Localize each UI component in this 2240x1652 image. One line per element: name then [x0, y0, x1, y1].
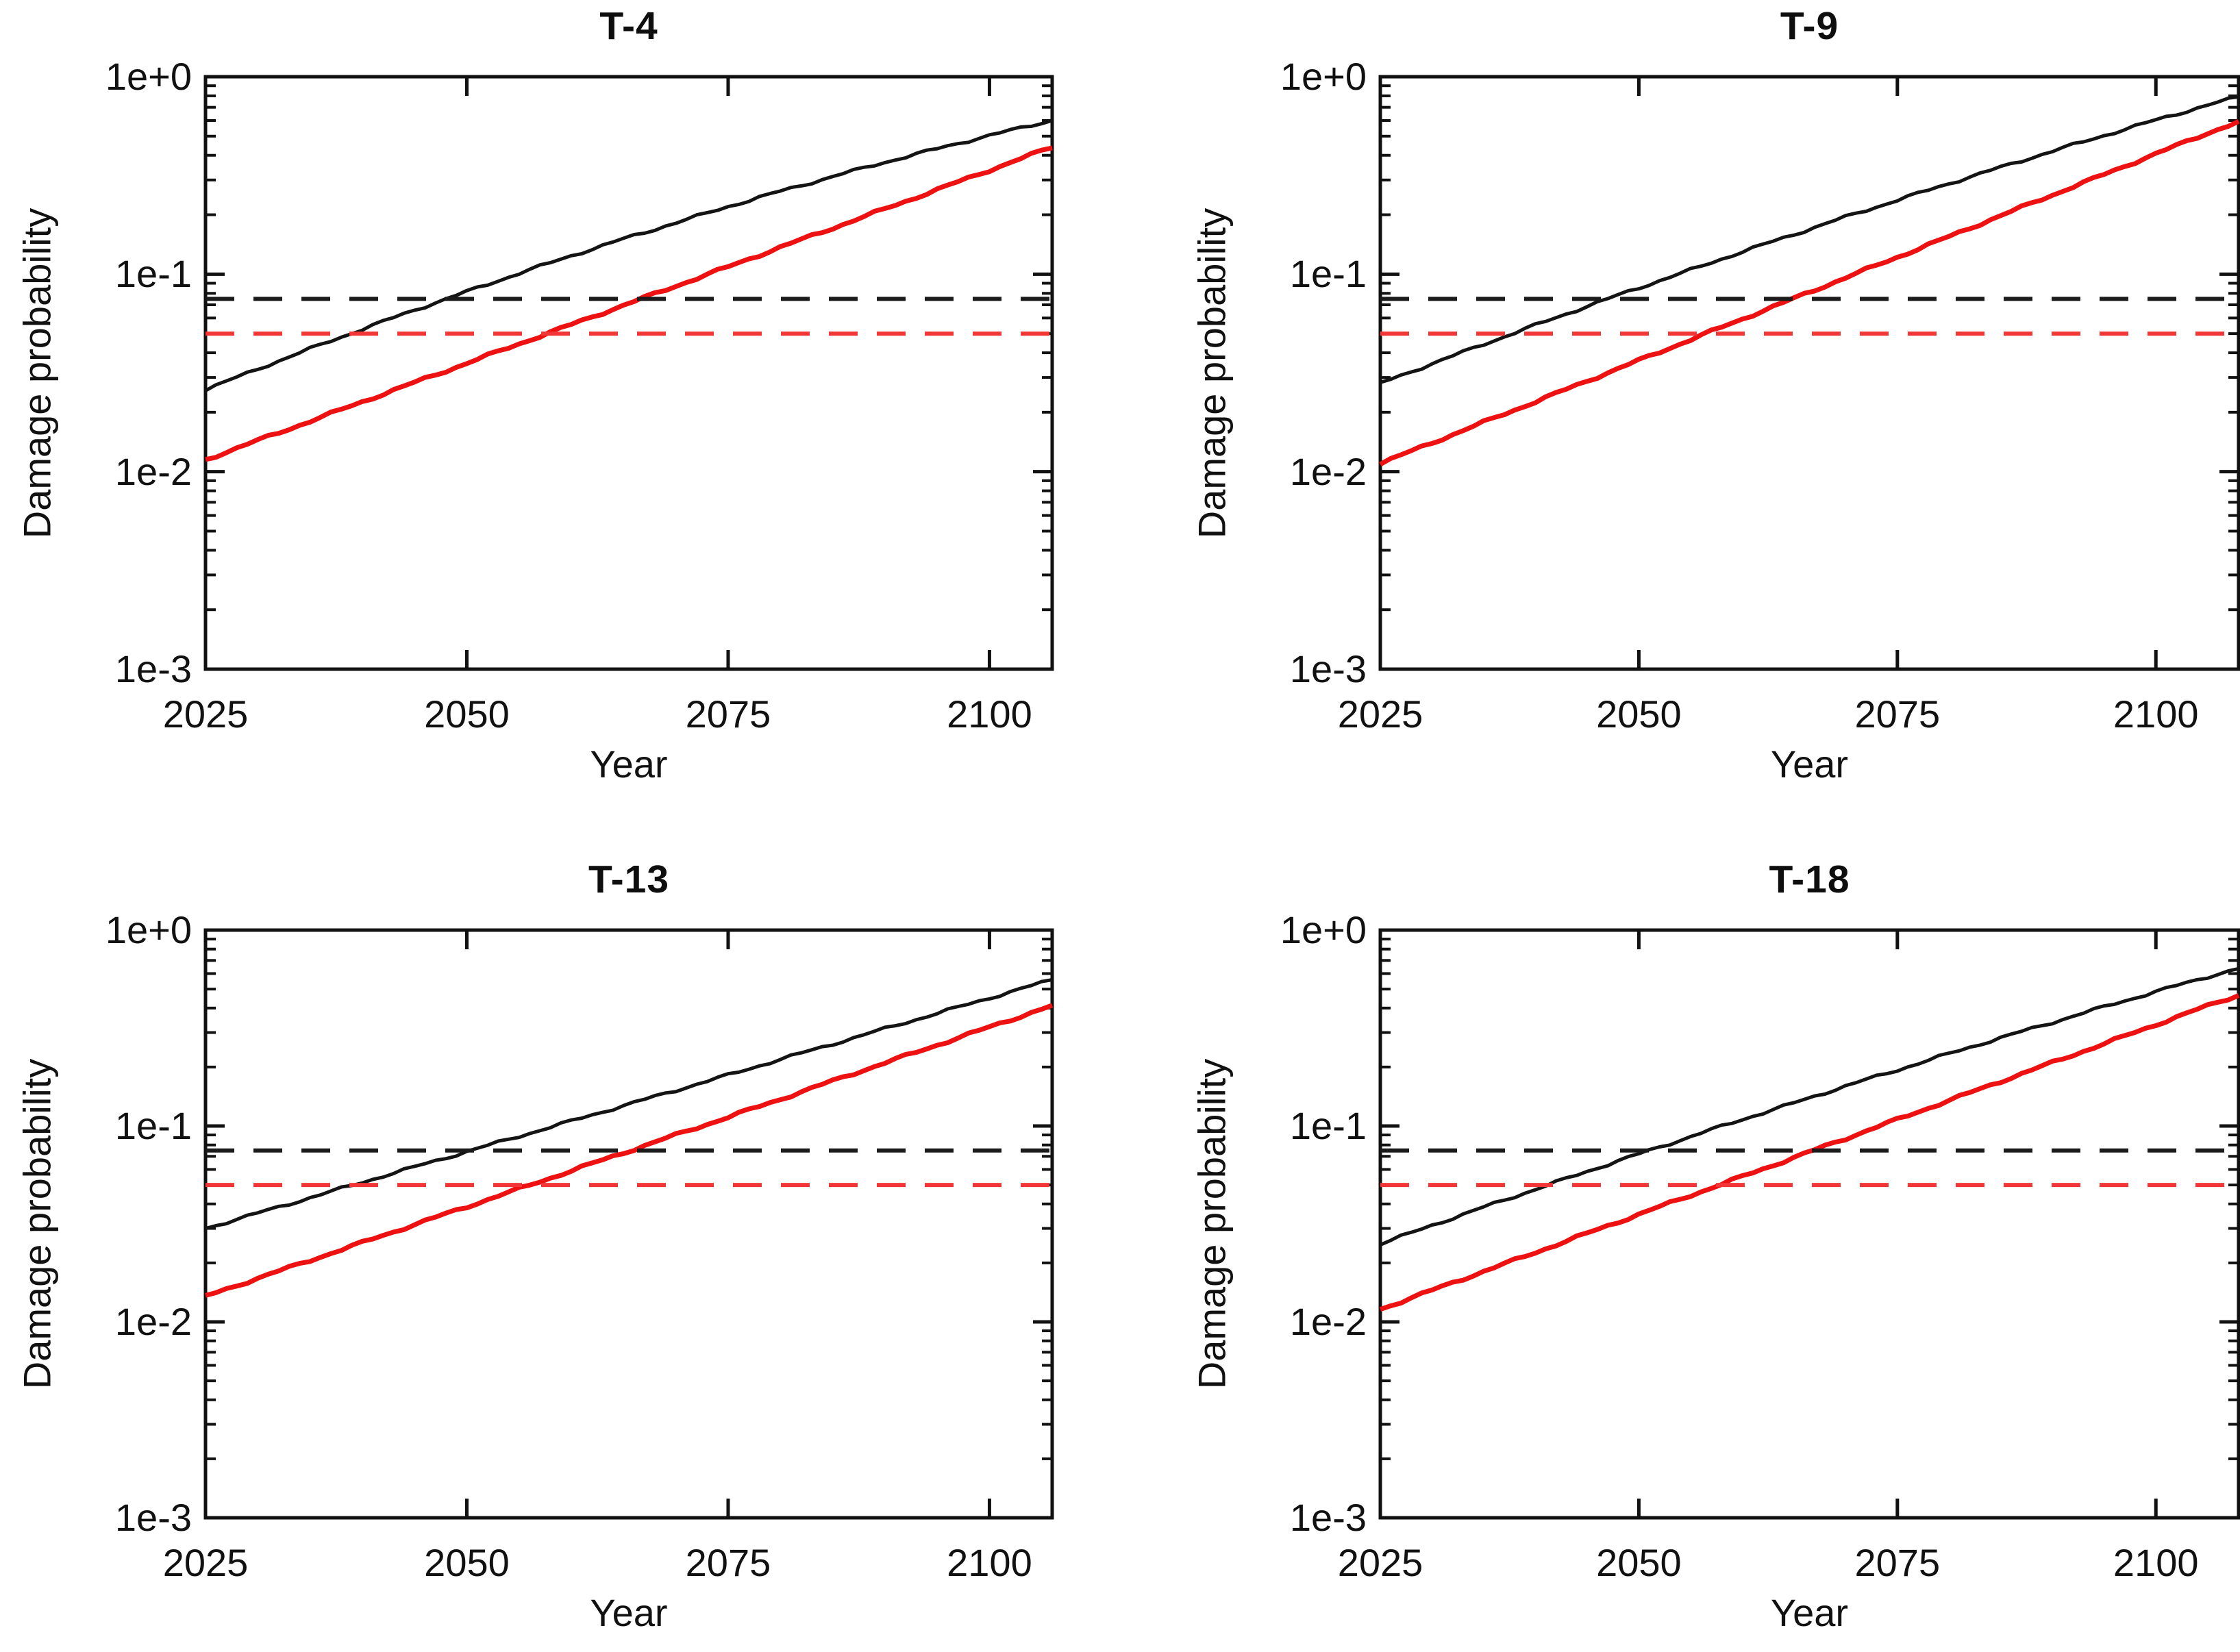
y-tick-label: 1e-1 [114, 252, 192, 296]
x-tick-label: 2025 [162, 692, 249, 736]
red-projection-curve [205, 1003, 1054, 1298]
y-tick-label: 1e-3 [1289, 1496, 1367, 1539]
y-tick-label: 1e+0 [105, 55, 192, 98]
red-projection-curve [205, 145, 1053, 462]
x-tick-label: 2075 [1854, 692, 1941, 736]
y-tick-label: 1e-2 [1289, 1300, 1367, 1343]
plot-t-9 [1378, 75, 2240, 671]
x-tick-label: 2075 [685, 1541, 771, 1584]
x-tick-label: 2100 [2113, 1541, 2199, 1584]
y-tick-label: 1e+0 [1280, 908, 1367, 951]
y-tick-label: 1e-2 [1289, 449, 1367, 493]
x-tick-label: 2100 [2113, 692, 2199, 736]
x-tick-label: 2100 [947, 692, 1032, 736]
black-projection-curve [205, 978, 1053, 1231]
x-tick-label: 2100 [947, 1541, 1032, 1584]
plot-box [1378, 928, 2240, 1520]
plot-t-4 [203, 75, 1054, 671]
black-projection-curve [204, 118, 1053, 392]
y-tick-label: 1e-3 [114, 1496, 192, 1539]
x-tick-label: 2025 [162, 1541, 249, 1584]
black-projection-curve [1380, 95, 2239, 384]
plot-box [203, 928, 1054, 1520]
red-projection-curve [1379, 993, 2240, 1312]
y-tick-label: 1e+0 [105, 908, 192, 951]
plot-t-18 [1378, 928, 2240, 1520]
axis-ticks [206, 928, 1052, 1520]
red-projection-curve [1379, 118, 2240, 467]
y-tick-label: 1e-2 [114, 449, 192, 493]
x-tick-label: 2050 [1596, 1541, 1682, 1584]
y-tick-label: 1e-3 [1289, 647, 1367, 690]
plot-t-13 [203, 928, 1054, 1520]
x-tick-label: 2075 [1854, 1541, 1941, 1584]
plot-box [203, 75, 1054, 671]
x-tick-label: 2025 [1337, 692, 1423, 736]
y-tick-label: 1e-3 [114, 647, 192, 690]
y-tick-label: 1e-1 [1289, 1104, 1367, 1147]
x-tick-label: 2050 [1596, 692, 1682, 736]
axis-ticks [1380, 75, 2239, 671]
axis-ticks [1380, 928, 2239, 1520]
axis-ticks [206, 75, 1052, 671]
y-tick-label: 1e+0 [1280, 55, 1367, 98]
x-tick-label: 2050 [424, 1541, 510, 1584]
y-tick-label: 1e-1 [1289, 252, 1367, 296]
black-projection-curve [1380, 966, 2239, 1247]
y-tick-label: 1e-2 [114, 1300, 192, 1343]
x-tick-label: 2050 [424, 692, 510, 736]
plot-box [1378, 75, 2240, 671]
x-tick-label: 2075 [685, 692, 771, 736]
y-tick-label: 1e-1 [114, 1104, 192, 1147]
x-tick-label: 2025 [1337, 1541, 1423, 1584]
